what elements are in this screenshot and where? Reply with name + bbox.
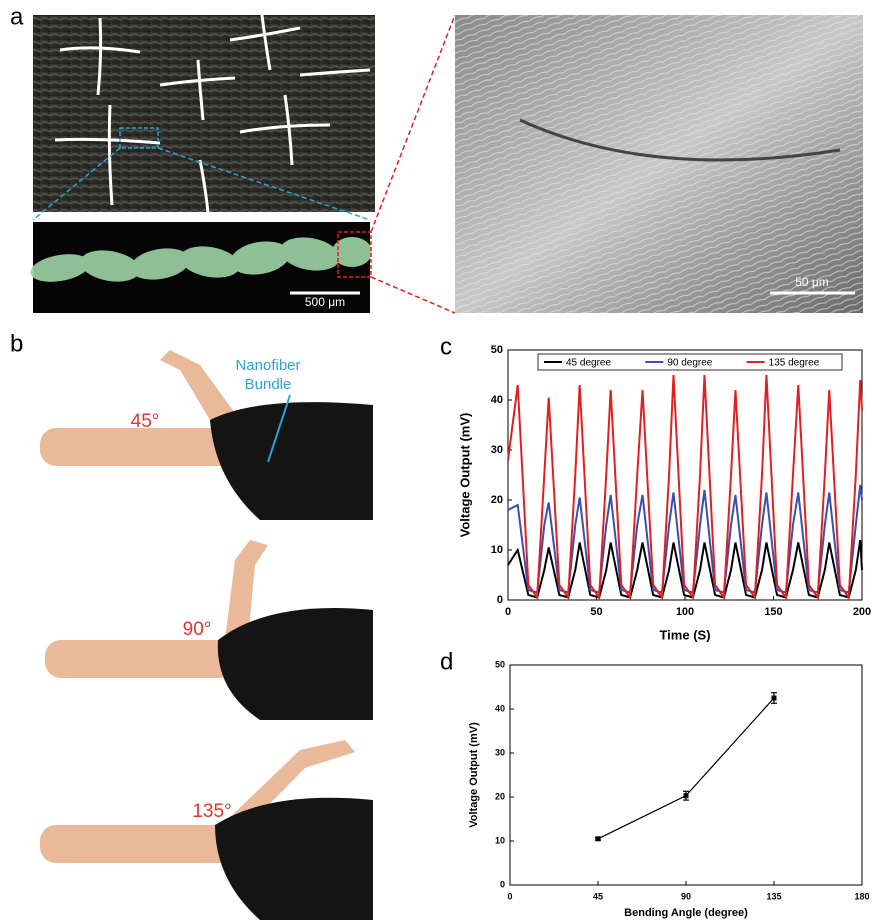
y-tick-label: 50 [495, 659, 505, 669]
x-tick-label: 0 [505, 606, 511, 618]
marker [772, 696, 777, 701]
panel-label: c [440, 333, 452, 360]
x-tick-label: 0 [507, 891, 512, 901]
y-axis-label: Voltage Output (mV) [457, 413, 472, 538]
y-tick-label: 20 [491, 494, 503, 506]
connector [598, 698, 774, 839]
annotation: Nanofiber [235, 357, 300, 374]
figure: a 500 μm [0, 0, 875, 924]
fiber-photo: 500 μm [28, 222, 372, 313]
y-tick-label: 10 [495, 835, 505, 845]
x-axis-label: Bending Angle (degree) [624, 907, 748, 919]
y-axis-label: Voltage Output (mV) [468, 722, 480, 828]
y-tick-label: 50 [491, 344, 503, 356]
marker [684, 793, 689, 798]
x-axis-label: Time (S) [659, 627, 710, 642]
scale-bar-label: 500 μm [305, 295, 345, 309]
legend-label: 45 degree [566, 358, 611, 369]
y-tick-label: 40 [495, 703, 505, 713]
y-tick-label: 30 [495, 747, 505, 757]
scale-bar-label: 50 μm [795, 275, 829, 289]
y-tick-label: 30 [491, 444, 503, 456]
sem-photo: 50 μm [455, 15, 863, 313]
y-tick-label: 40 [491, 394, 503, 406]
marker [596, 836, 601, 841]
y-tick-label: 0 [500, 879, 505, 889]
y-tick-label: 20 [495, 791, 505, 801]
y-tick-label: 0 [497, 594, 503, 606]
plot-frame [510, 665, 862, 885]
knit-photo [33, 15, 375, 212]
x-tick-label: 50 [590, 606, 602, 618]
annotation: Bundle [245, 376, 292, 393]
y-tick-label: 10 [491, 544, 503, 556]
angle-label: 135° [192, 801, 231, 822]
angle-label: 90° [183, 619, 212, 640]
legend-label: 90 degree [667, 358, 712, 369]
x-tick-label: 90 [681, 891, 691, 901]
angle-label: 45° [131, 411, 160, 432]
panel-label: d [440, 648, 453, 675]
x-tick-label: 135 [766, 891, 781, 901]
zoom-lines [371, 15, 455, 313]
panel-label: b [10, 330, 23, 357]
x-tick-label: 100 [676, 606, 694, 618]
x-tick-label: 150 [764, 606, 782, 618]
x-tick-label: 45 [593, 891, 603, 901]
plot-frame [508, 350, 862, 600]
x-tick-label: 180 [854, 891, 869, 901]
panel-label: a [10, 3, 24, 30]
x-tick-label: 200 [853, 606, 871, 618]
legend-label: 135 degree [769, 358, 820, 369]
data-line [508, 375, 862, 598]
